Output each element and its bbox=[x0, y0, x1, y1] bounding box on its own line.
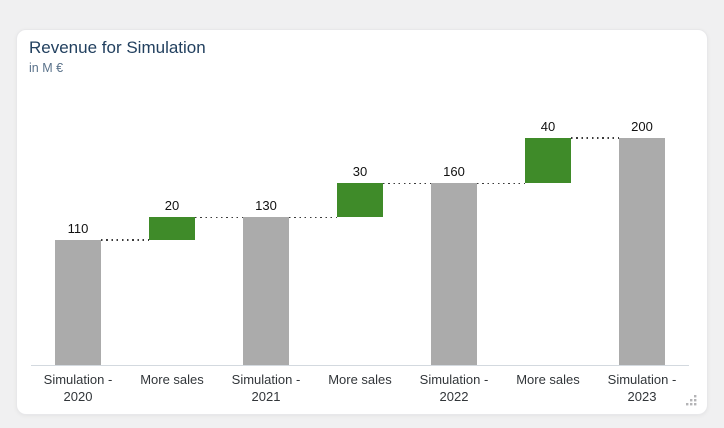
card-header: Revenue for Simulation in M € bbox=[17, 30, 707, 76]
waterfall-bar-total-4[interactable] bbox=[431, 183, 477, 365]
waterfall-bar-increase-3[interactable] bbox=[337, 183, 383, 218]
x-axis-category-label: More sales bbox=[328, 372, 392, 387]
x-axis-labels: Simulation - 2020 More sales Simulation - … bbox=[31, 371, 689, 407]
bar-value-label: 160 bbox=[443, 164, 465, 180]
x-axis-category-label: Simulation - 2023 bbox=[607, 372, 677, 404]
waterfall-connector bbox=[477, 182, 525, 185]
waterfall-bar-increase-1[interactable] bbox=[149, 217, 195, 241]
waterfall-bar-total-6[interactable] bbox=[619, 137, 665, 365]
resize-grip-dots bbox=[686, 395, 697, 406]
waterfall-connector bbox=[101, 239, 149, 242]
plot-area: 110 20 130 30 160 40 200 bbox=[31, 98, 689, 366]
waterfall-bar-increase-5[interactable] bbox=[525, 137, 571, 184]
x-axis-category-label: Simulation - 2022 bbox=[419, 372, 489, 404]
bar-value-label: 200 bbox=[631, 118, 653, 134]
bar-value-label: 20 bbox=[164, 198, 180, 214]
waterfall-connector bbox=[383, 182, 431, 185]
waterfall-connector bbox=[195, 216, 243, 219]
bar-value-label: 40 bbox=[540, 118, 556, 134]
resize-grip-icon[interactable] bbox=[686, 395, 697, 406]
x-axis-line bbox=[31, 365, 689, 366]
waterfall-connector bbox=[289, 216, 337, 219]
bar-value-label: 110 bbox=[67, 221, 89, 237]
card-subtitle: in M € bbox=[29, 61, 64, 75]
bar-value-label: 30 bbox=[352, 164, 368, 180]
x-axis-category-label: Simulation - 2020 bbox=[43, 372, 113, 404]
waterfall-bar-total-0[interactable] bbox=[55, 240, 101, 365]
x-axis-category-label: More sales bbox=[516, 372, 580, 387]
x-axis-category-label: More sales bbox=[140, 372, 204, 387]
waterfall-connector bbox=[571, 137, 619, 139]
x-axis-category-label: Simulation - 2021 bbox=[231, 372, 301, 404]
card-title: Revenue for Simulation bbox=[29, 38, 206, 57]
waterfall-bar-total-2[interactable] bbox=[243, 217, 289, 365]
analytic-card: Revenue for Simulation in M € 110 20 130 30… bbox=[16, 29, 708, 415]
bar-value-label: 130 bbox=[255, 198, 277, 214]
